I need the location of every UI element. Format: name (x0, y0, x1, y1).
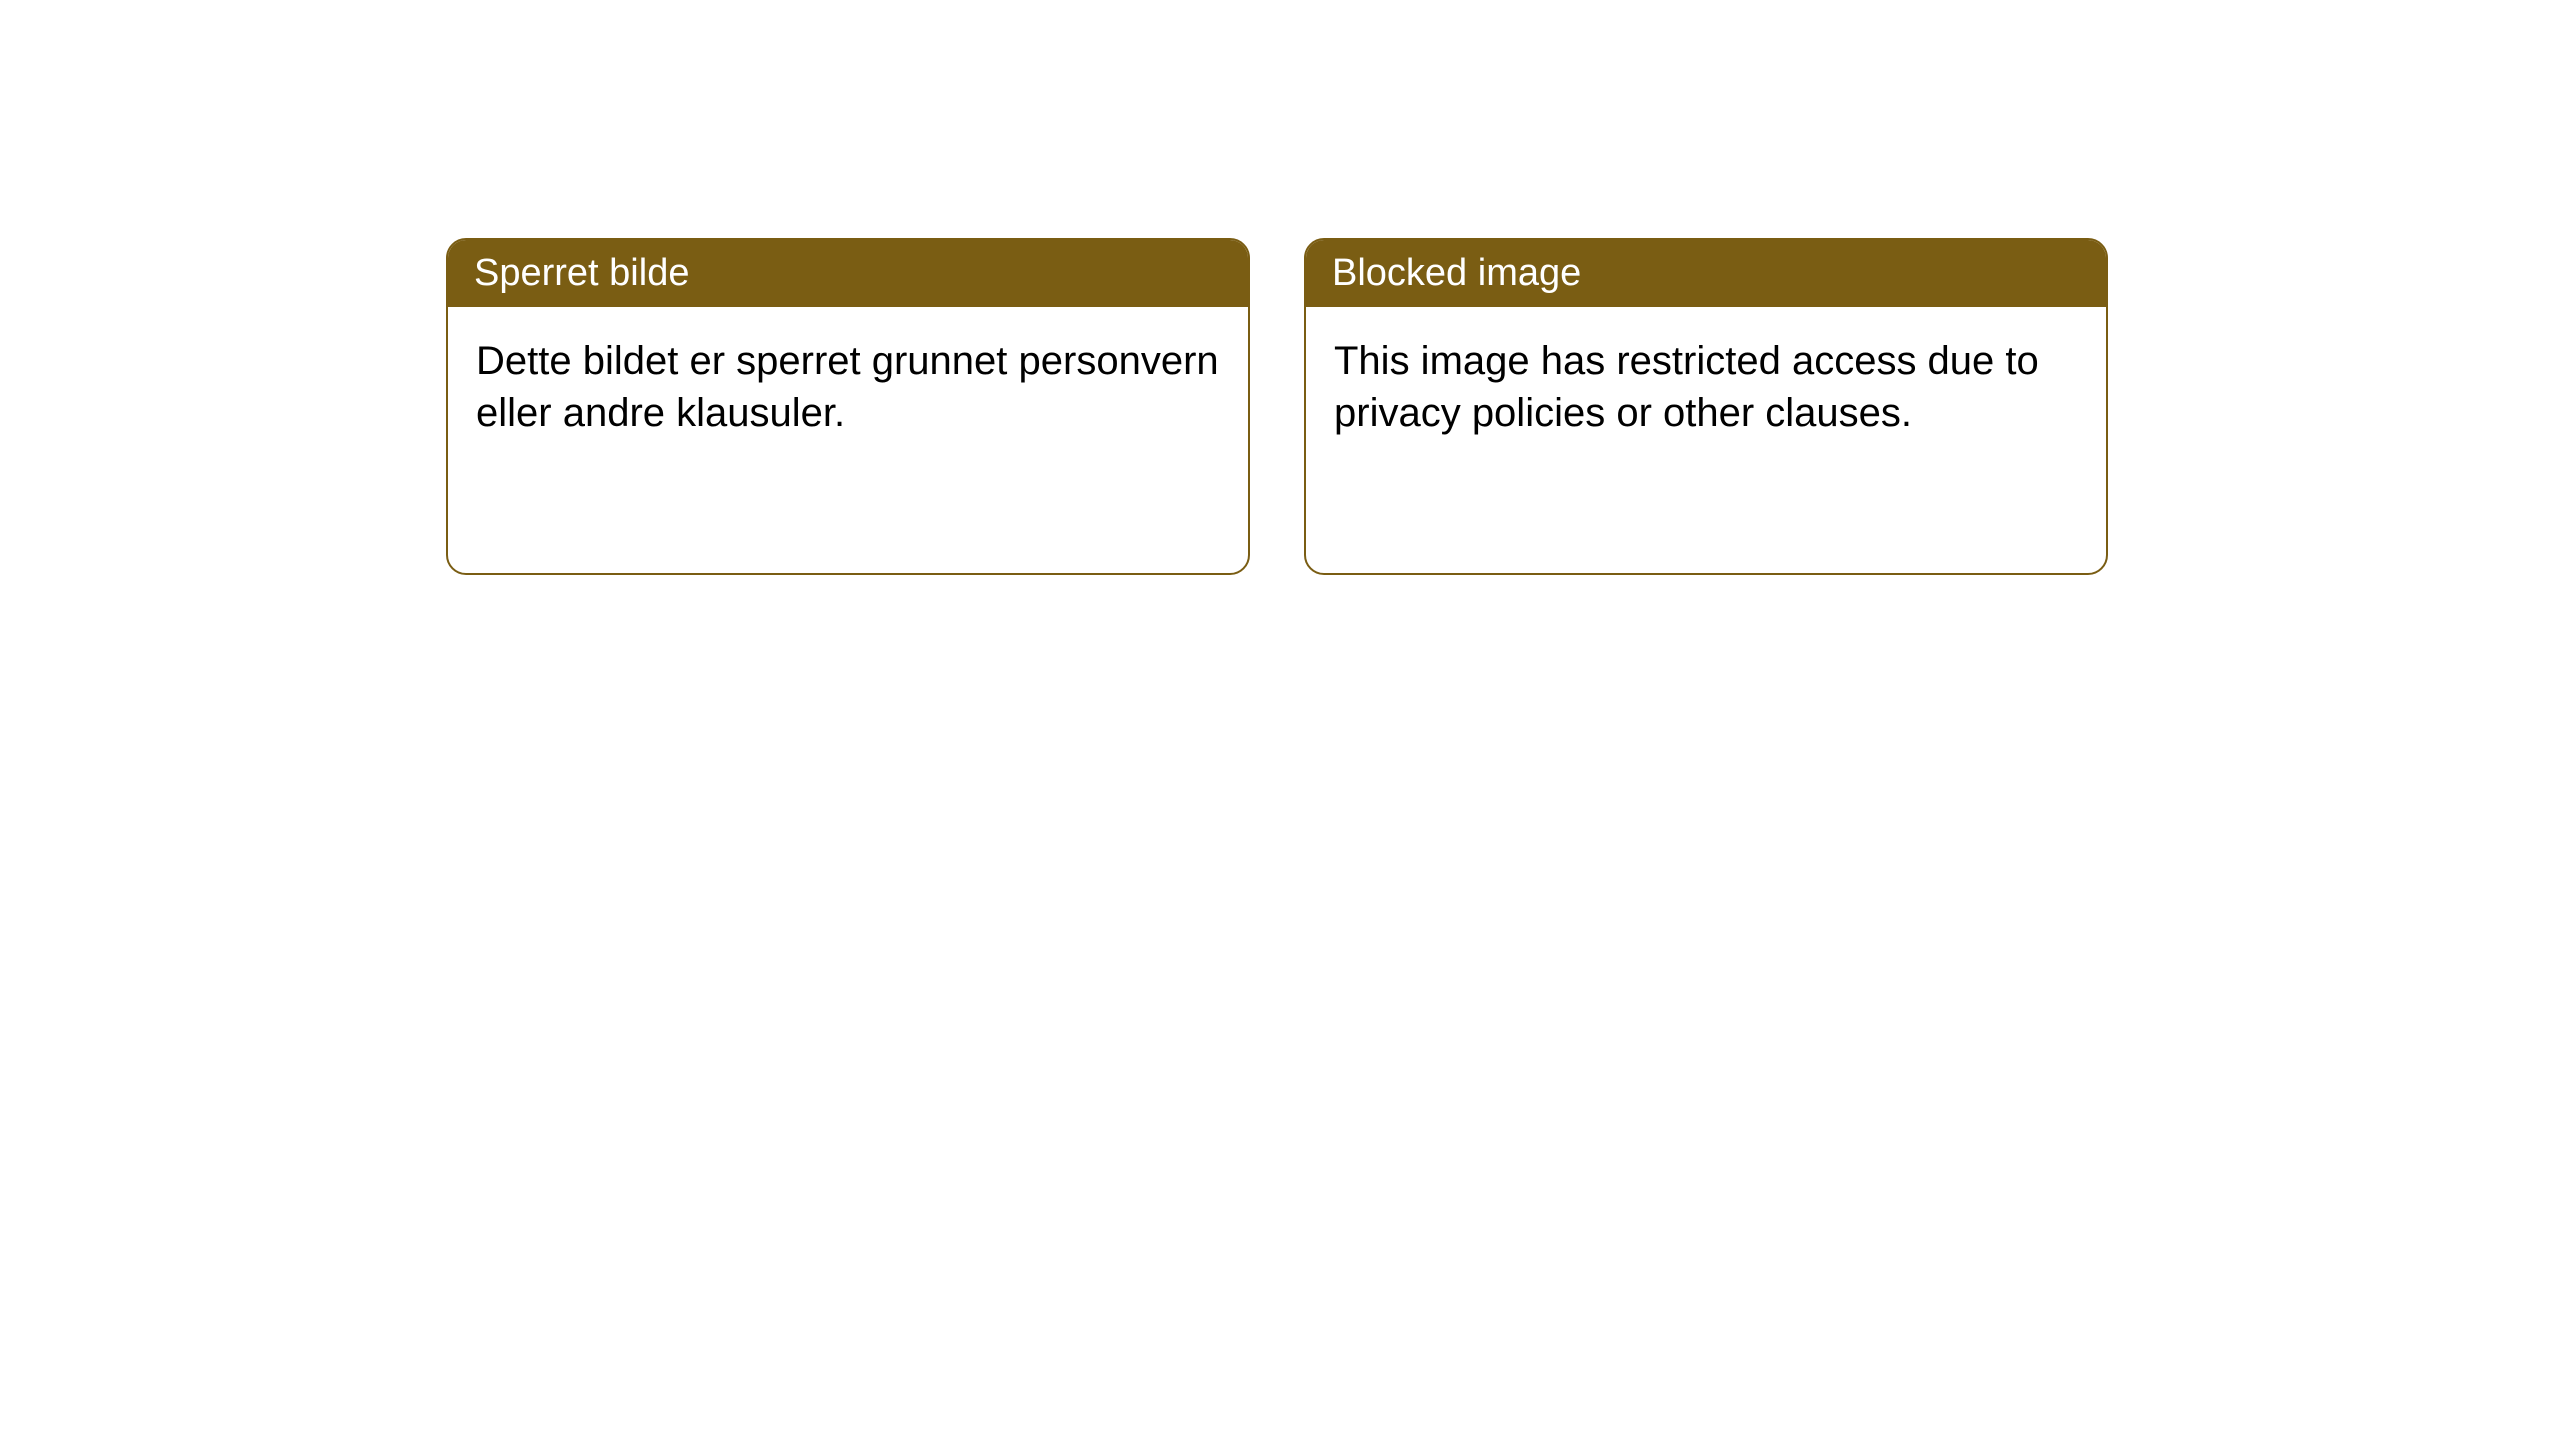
card-header-english: Blocked image (1306, 240, 2106, 307)
card-body-text: This image has restricted access due to … (1334, 339, 2039, 435)
notice-card-english: Blocked image This image has restricted … (1304, 238, 2108, 575)
card-header-norwegian: Sperret bilde (448, 240, 1248, 307)
notice-container: Sperret bilde Dette bildet er sperret gr… (446, 238, 2108, 575)
card-title: Blocked image (1332, 252, 1581, 294)
card-body-norwegian: Dette bildet er sperret grunnet personve… (448, 307, 1248, 467)
card-body-english: This image has restricted access due to … (1306, 307, 2106, 467)
card-body-text: Dette bildet er sperret grunnet personve… (476, 339, 1219, 435)
notice-card-norwegian: Sperret bilde Dette bildet er sperret gr… (446, 238, 1250, 575)
card-title: Sperret bilde (474, 252, 689, 294)
